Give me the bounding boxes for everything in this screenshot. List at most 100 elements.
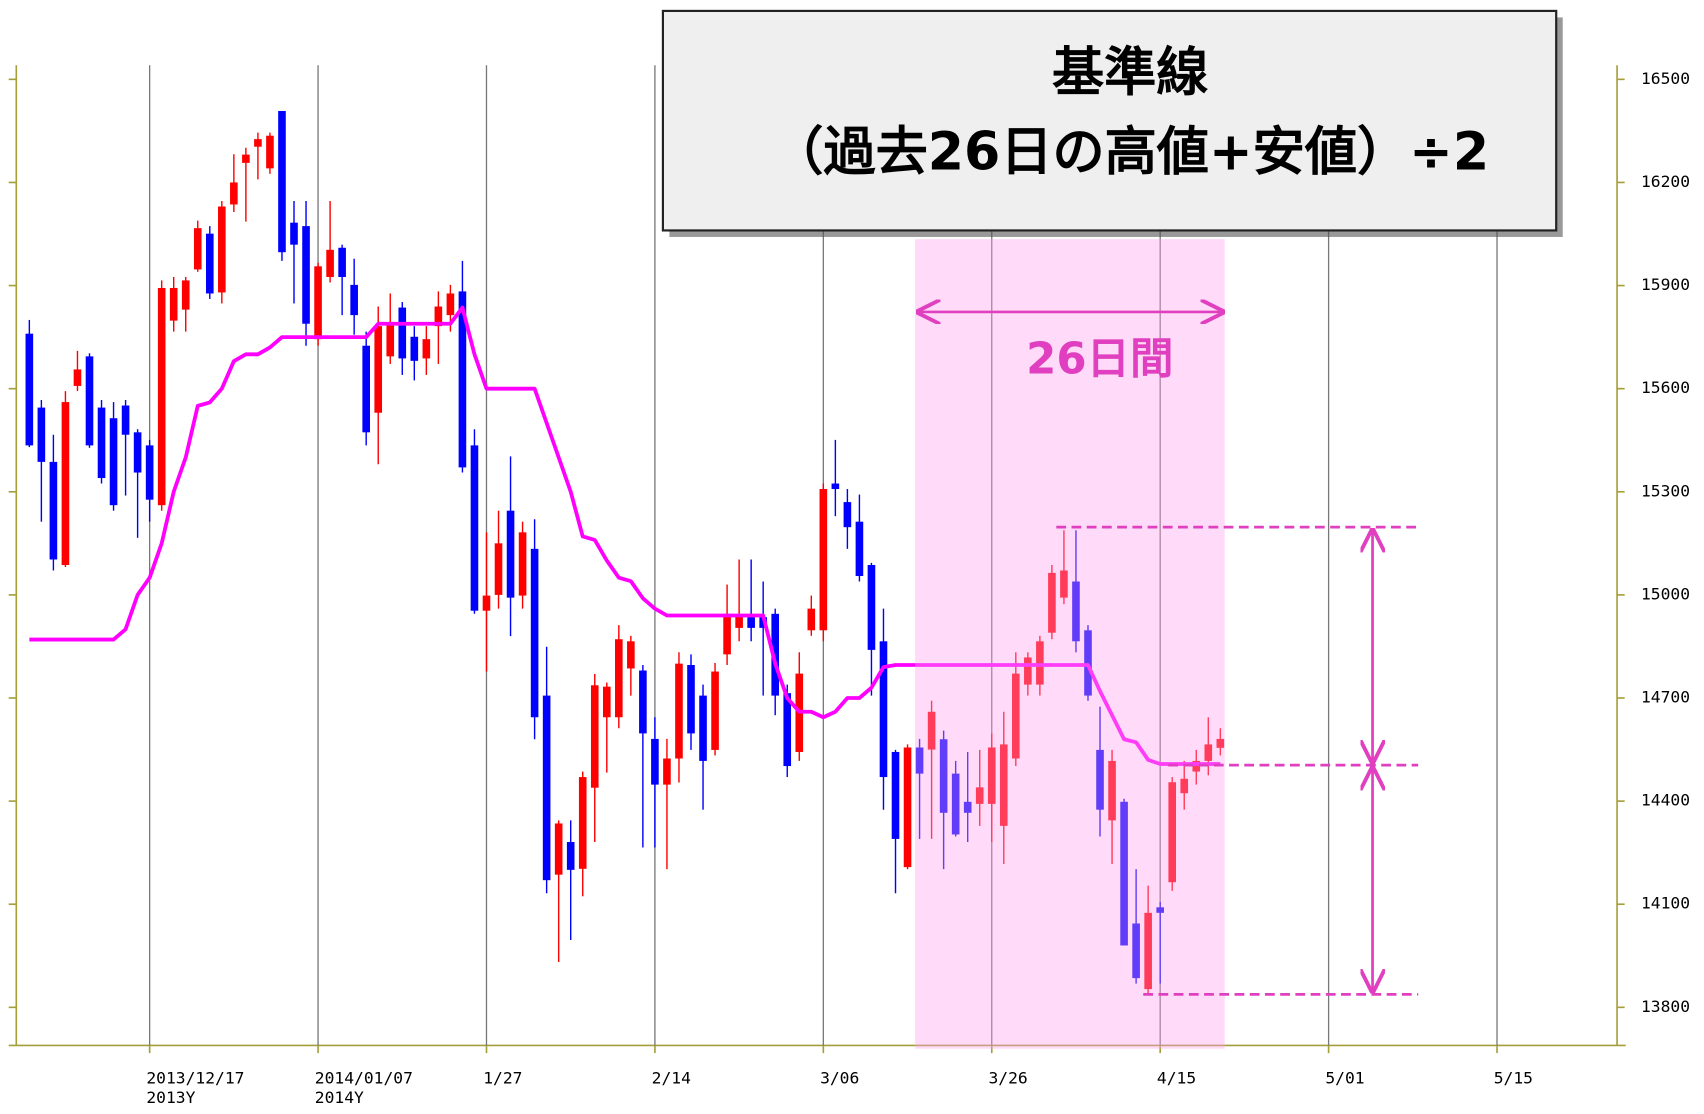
candle-body bbox=[939, 739, 948, 813]
x-tick-label: 3/26 bbox=[988, 1069, 1027, 1088]
candle-body bbox=[807, 608, 816, 631]
candle-body bbox=[386, 323, 395, 357]
y-tick-label: 15300 bbox=[1641, 481, 1690, 500]
candle-body bbox=[915, 747, 924, 774]
chart-title: 基準線 bbox=[1052, 43, 1208, 103]
candle-body bbox=[266, 135, 274, 169]
y-tick-label: 15600 bbox=[1641, 378, 1690, 397]
candle-body bbox=[699, 695, 707, 761]
candle-body bbox=[999, 744, 1008, 826]
candle-body bbox=[1180, 778, 1189, 794]
candle-body bbox=[843, 502, 852, 528]
candle-body bbox=[470, 445, 479, 611]
candle-body bbox=[181, 280, 190, 310]
plot bbox=[25, 110, 1225, 995]
x-tick-label: 4/15 bbox=[1157, 1069, 1196, 1088]
candle-body bbox=[518, 532, 527, 596]
candle-body bbox=[1048, 572, 1056, 633]
candle-body bbox=[1132, 923, 1140, 979]
candle-body bbox=[482, 595, 491, 611]
candle-body bbox=[963, 801, 972, 813]
y-tick-label: 15000 bbox=[1641, 584, 1690, 603]
candle-body bbox=[290, 222, 298, 245]
candle-body bbox=[831, 483, 840, 490]
x-tick-label: 2014/01/07 bbox=[315, 1069, 413, 1088]
candle-body bbox=[374, 326, 383, 413]
candle-body bbox=[819, 489, 828, 631]
candle-body bbox=[73, 369, 82, 386]
candle-body bbox=[891, 751, 900, 839]
candle-body bbox=[133, 432, 142, 473]
candle-body bbox=[506, 510, 515, 598]
x-tick-label: 5/01 bbox=[1325, 1069, 1364, 1088]
candle-body bbox=[278, 110, 286, 253]
candle-body bbox=[1216, 738, 1225, 748]
candle-body bbox=[205, 233, 214, 294]
candle-body bbox=[326, 249, 334, 277]
y-tick-label: 14700 bbox=[1641, 688, 1690, 707]
candle-body bbox=[867, 564, 876, 650]
candle-body bbox=[49, 461, 58, 560]
candle-body bbox=[302, 226, 310, 324]
candle-body bbox=[542, 695, 551, 881]
candle-body bbox=[903, 747, 912, 868]
title-box bbox=[661, 9, 1558, 232]
candle-body bbox=[747, 617, 755, 628]
candle-body bbox=[675, 663, 683, 759]
candle-body bbox=[783, 693, 792, 767]
candle-body bbox=[61, 402, 70, 565]
candle-body bbox=[687, 665, 695, 734]
candle-body bbox=[879, 641, 888, 778]
candle-body bbox=[169, 287, 178, 321]
candle-body bbox=[434, 306, 443, 327]
candle-body bbox=[1144, 912, 1152, 990]
candle-body bbox=[1036, 641, 1044, 685]
candle-body bbox=[602, 686, 611, 718]
candle-body bbox=[145, 445, 154, 500]
candle-body bbox=[1204, 744, 1213, 761]
candle-body bbox=[554, 823, 563, 875]
candle-body bbox=[1024, 657, 1032, 685]
candle-body bbox=[663, 758, 671, 785]
candle-body bbox=[422, 339, 431, 359]
candle-body bbox=[230, 182, 238, 205]
candle-body bbox=[1156, 907, 1164, 913]
candle-body bbox=[639, 670, 647, 734]
y-tick-label: 15900 bbox=[1641, 275, 1690, 294]
candle-body bbox=[1072, 581, 1080, 642]
candle-body bbox=[362, 345, 370, 433]
candle-body bbox=[398, 307, 407, 359]
candle-body bbox=[97, 407, 106, 479]
candle-body bbox=[242, 154, 250, 163]
y-tick-label: 13800 bbox=[1641, 997, 1690, 1016]
candle-body bbox=[1120, 801, 1128, 946]
candle-body bbox=[121, 405, 130, 435]
candle-body bbox=[350, 284, 358, 316]
candle-body bbox=[1012, 673, 1020, 759]
period-shade bbox=[915, 239, 1225, 1049]
annotations bbox=[918, 312, 1419, 996]
candle-body bbox=[314, 266, 322, 340]
candle-body bbox=[1096, 749, 1104, 810]
candle-body bbox=[109, 418, 118, 506]
x-tick-sublabel: 2013Y bbox=[146, 1088, 195, 1107]
candle-body bbox=[254, 139, 262, 147]
candle-body bbox=[37, 407, 46, 462]
candle-body bbox=[494, 543, 503, 595]
candle-body bbox=[566, 842, 575, 870]
candle-body bbox=[446, 293, 455, 316]
grid: 13800 14100 14400 14700 15000 15300 15600 15900… bbox=[8, 65, 1690, 1107]
candle-body bbox=[530, 548, 539, 718]
x-tick-label: 1/27 bbox=[483, 1069, 522, 1088]
candle-body bbox=[410, 336, 419, 361]
candle-body bbox=[975, 787, 984, 804]
candle-body bbox=[578, 777, 587, 869]
candle-body bbox=[1168, 782, 1177, 883]
x-tick-label: 5/15 bbox=[1494, 1069, 1533, 1088]
candle-body bbox=[711, 671, 719, 750]
candle-body bbox=[1084, 630, 1092, 696]
candle-body bbox=[651, 738, 659, 785]
x-tick-label: 3/06 bbox=[820, 1069, 859, 1088]
y-tick-label: 14100 bbox=[1641, 894, 1690, 913]
